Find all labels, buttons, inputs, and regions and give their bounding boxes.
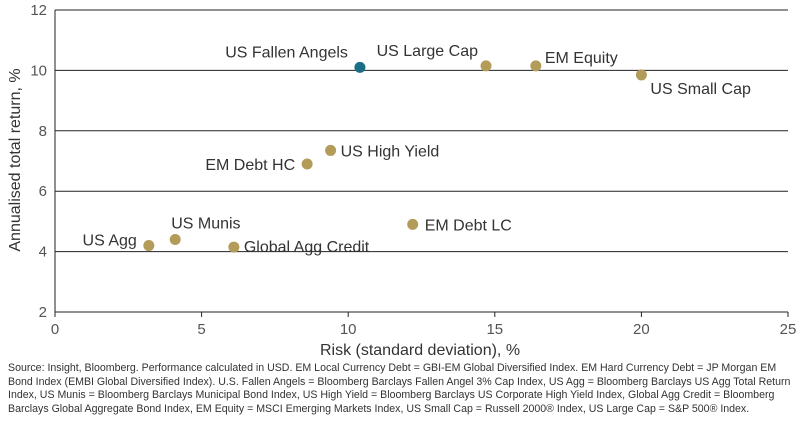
x-tick-25: 25 (780, 321, 797, 338)
label-us-high-yield: US High Yield (341, 143, 440, 160)
point-us-agg (143, 240, 155, 252)
point-em-equity (530, 60, 542, 72)
point-em-debt-hc (301, 158, 313, 170)
label-em-debt-lc: EM Debt LC (425, 217, 512, 234)
source-footnote: Source: Insight, Bloomberg. Performance … (8, 362, 791, 415)
gridlines (54, 9, 789, 317)
label-us-large-cap: US Large Cap (377, 43, 478, 60)
label-us-fallen-angels: US Fallen Angels (225, 44, 348, 61)
x-tick-5: 5 (197, 321, 205, 338)
point-us-fallen-angels (354, 61, 366, 73)
point-us-large-cap (480, 60, 492, 72)
y-tick-10: 10 (30, 62, 47, 79)
x-tick-0: 0 (51, 321, 59, 338)
x-tick-10: 10 (340, 321, 357, 338)
y-tick-4: 4 (39, 244, 47, 261)
point-labels: US Fallen Angels US Large Cap EM Equity US … (83, 43, 751, 256)
x-tick-20: 20 (633, 321, 650, 338)
data-points (143, 60, 647, 253)
label-us-agg: US Agg (83, 233, 137, 250)
label-global-agg-credit: Global Agg Credit (244, 239, 370, 256)
point-em-debt-lc (407, 218, 419, 230)
y-tick-12: 12 (30, 2, 47, 19)
x-axis-label: Risk (standard deviation), % (320, 342, 520, 359)
label-em-debt-hc: EM Debt HC (205, 157, 295, 174)
x-tick-labels: 0 5 10 15 20 25 (51, 321, 797, 338)
scatter-chart: 2 4 6 8 10 12 0 5 10 15 20 25 US Fallen Angels US L… (7, 2, 797, 359)
label-us-small-cap: US Small Cap (650, 81, 751, 98)
label-us-munis: US Munis (171, 216, 240, 233)
point-us-high-yield (325, 144, 337, 156)
label-em-equity: EM Equity (545, 50, 618, 67)
y-tick-6: 6 (39, 183, 47, 200)
y-tick-8: 8 (39, 123, 47, 140)
y-tick-labels: 2 4 6 8 10 12 (30, 2, 47, 321)
point-us-small-cap (635, 69, 647, 81)
x-tick-15: 15 (486, 321, 503, 338)
y-tick-2: 2 (39, 304, 47, 321)
point-us-munis (169, 234, 181, 246)
point-global-agg-credit (228, 241, 240, 253)
y-axis-label: Annualised total return, % (7, 68, 24, 251)
